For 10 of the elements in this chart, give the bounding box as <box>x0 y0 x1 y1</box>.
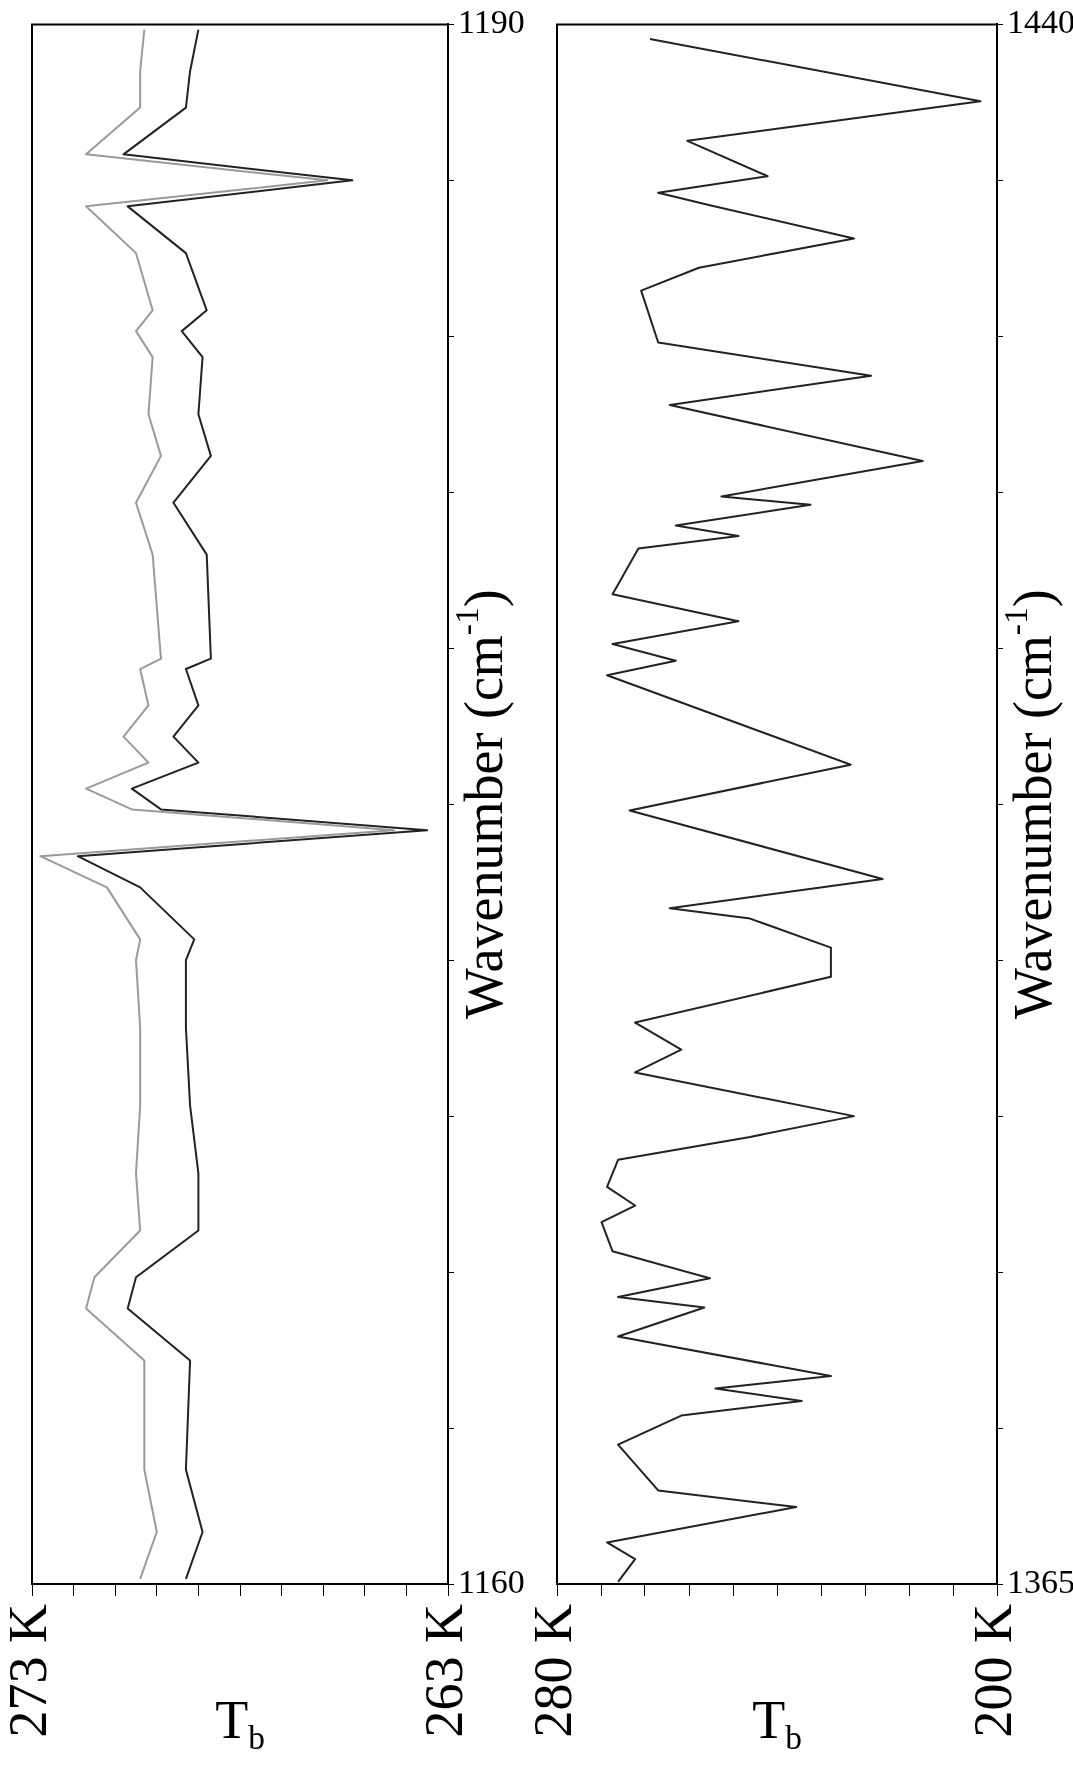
y-tick-label: 1190 <box>458 3 525 41</box>
y-tick-label: 1440 <box>1007 3 1073 41</box>
x-tick-label: 263 K <box>414 1604 475 1738</box>
y-tick-label: 1365 <box>1007 1562 1073 1600</box>
x-tick-label: 200 K <box>963 1604 1024 1738</box>
x-tick-label: 280 K <box>523 1604 584 1738</box>
x-tick-label: 273 K <box>0 1604 59 1738</box>
y-axis-title: Wavenumber (cm-1) <box>447 589 515 1020</box>
y-axis-title: Wavenumber (cm-1) <box>996 589 1064 1020</box>
y-tick-label: 1160 <box>458 1562 525 1600</box>
